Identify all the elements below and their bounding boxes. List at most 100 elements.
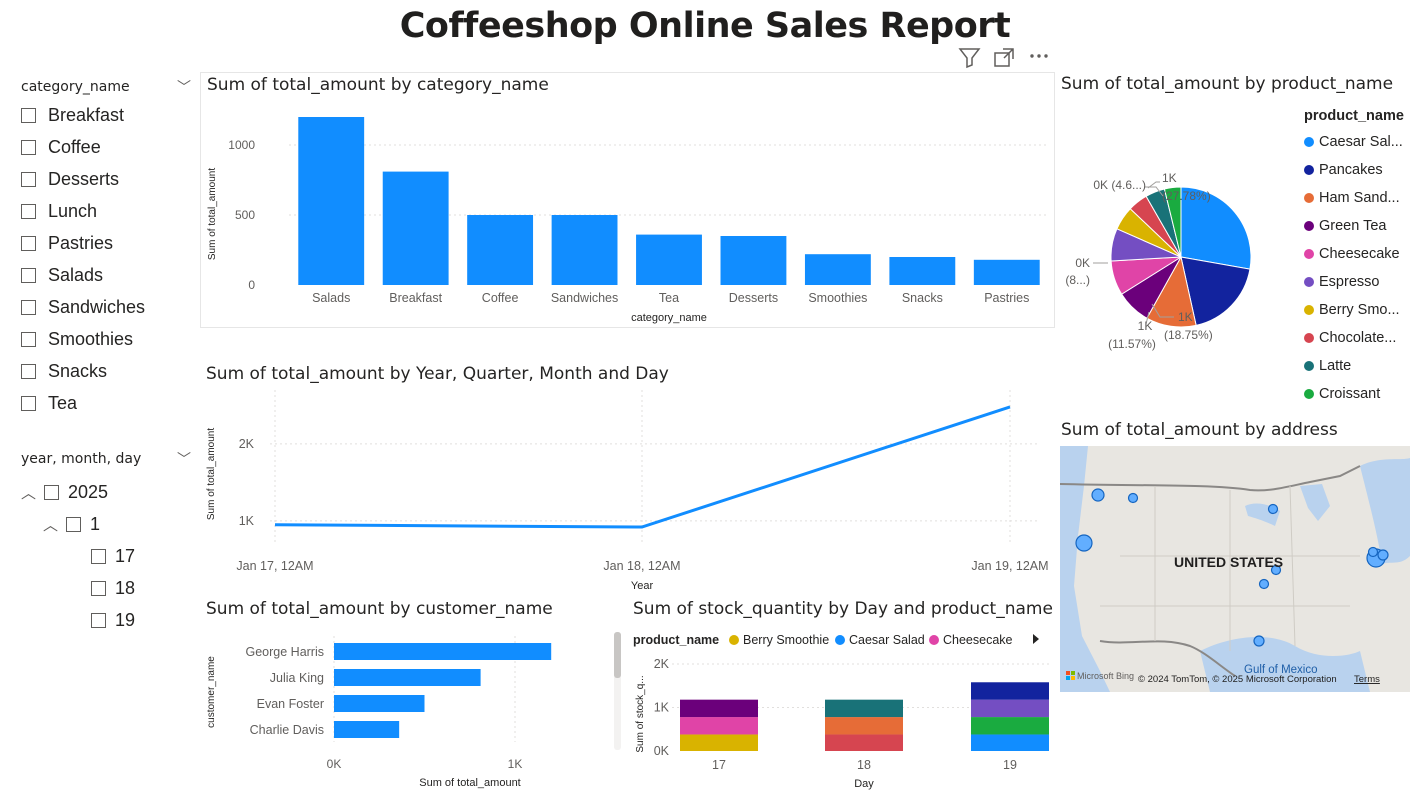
bar-salads[interactable] [298,117,365,285]
slicer-item-pastries[interactable]: Pastries [21,227,191,259]
checkbox[interactable] [21,299,36,315]
slicer-item-day-17[interactable]: 17 [21,540,191,572]
bar-tea[interactable] [636,234,702,285]
legend-item[interactable]: Latte [1304,352,1410,380]
slicer-item-desserts[interactable]: Desserts [21,163,191,195]
bar-smoothies[interactable] [804,254,871,285]
filter-icon[interactable] [958,48,981,69]
pie-legend: Caesar Sal... Pancakes Ham Sand... Green Te… [1304,128,1410,408]
scrollbar-thumb[interactable] [614,632,621,678]
legend-label: Pancakes [1319,162,1383,178]
checkbox[interactable] [21,363,36,379]
category-bar-visual[interactable]: Sum of total_amount by category_name 0 50… [200,72,1055,328]
legend-next-icon[interactable] [1033,634,1039,644]
stack-segment[interactable] [971,717,1049,735]
checkbox[interactable] [91,612,106,628]
stack-segment[interactable] [680,699,758,718]
bar-pastries[interactable] [973,259,1040,285]
slicer-item-salads[interactable]: Salads [21,259,191,291]
slicer-item-day-18[interactable]: 18 [21,572,191,604]
trend-line-visual[interactable]: Sum of total_amount by Year, Quarter, Mo… [200,362,1053,594]
legend-item[interactable]: Ham Sand... [1304,184,1410,212]
bar-coffee[interactable] [467,215,534,285]
slicer-item-tea[interactable]: Tea [21,387,191,419]
map-terms-link[interactable]: Terms [1354,674,1380,685]
map-bubbles[interactable] [1075,488,1389,647]
bar-george-harris[interactable] [334,643,552,660]
stock-stacked-visual[interactable]: Sum of stock_quantity by Day and product… [612,596,1057,792]
chevron-down-icon[interactable]: ﹀ [177,79,191,95]
chevron-down-icon[interactable]: ﹀ [177,451,191,467]
x-axis-title: Day [854,778,874,790]
more-options-icon[interactable] [1030,54,1048,58]
slicer-item-snacks[interactable]: Snacks [21,355,191,387]
slicer-item-breakfast[interactable]: Breakfast [21,99,191,131]
legend-label: Ham Sand... [1319,190,1400,206]
checkbox[interactable] [21,171,36,187]
collapse-icon[interactable]: ︿ [43,516,59,534]
checkbox[interactable] [66,516,82,532]
scrollbar[interactable] [614,632,621,750]
legend-item[interactable]: Caesar Sal... [1304,128,1410,156]
slicer-item-coffee[interactable]: Coffee [21,131,191,163]
checkbox[interactable] [21,139,36,155]
stack-segment[interactable] [825,734,903,751]
legend-item[interactable]: Cheesecake [1304,240,1410,268]
checkbox[interactable] [21,107,36,123]
bar-sandwiches[interactable] [551,215,618,285]
bar-desserts[interactable] [720,236,787,285]
checkbox[interactable] [91,580,106,596]
pie-data-label: (8...) [1065,273,1090,287]
slicer-item-label: Lunch [48,200,98,221]
stack-segment[interactable] [680,717,758,735]
legend-item[interactable]: Croissant [1304,380,1410,408]
bar-breakfast[interactable] [382,171,449,285]
us-map[interactable]: UNITED STATES Gulf of Mexico Microsoft B… [1060,446,1410,692]
pie-chart-title: Sum of total_amount by product_name [1061,74,1394,94]
legend-marker [835,635,845,645]
address-map-visual[interactable]: Sum of total_amount by address UNITED ST… [1060,418,1410,692]
checkbox[interactable] [21,331,36,347]
collapse-icon[interactable]: ︿ [21,484,37,502]
bar-charlie-davis[interactable] [334,721,400,738]
stack-segment[interactable] [971,682,1049,700]
stack-segment[interactable] [825,699,903,718]
checkbox[interactable] [44,484,60,500]
slicer-item-smoothies[interactable]: Smoothies [21,323,191,355]
stack-segment[interactable] [680,734,758,751]
slicer-item-day-19[interactable]: 19 [21,604,191,636]
product-pie-visual[interactable]: Sum of total_amount by product_name 1K (2… [1060,72,1410,412]
checkbox[interactable] [21,395,36,411]
legend-item[interactable]: Chocolate... [1304,324,1410,352]
slicer-item-year[interactable]: ︿ 2025 [21,476,191,508]
bar-julia-king[interactable] [334,669,481,686]
legend-marker [1304,333,1314,343]
customer-bar-visual[interactable]: Sum of total_amount by customer_name 0K 1… [200,596,610,792]
slicer-item-lunch[interactable]: Lunch [21,195,191,227]
checkbox[interactable] [91,548,106,564]
series-line[interactable] [274,405,1011,529]
bar-evan-foster[interactable] [334,695,425,712]
legend-item[interactable]: Espresso [1304,268,1410,296]
slicer-item-month[interactable]: ︿ 1 [21,508,191,540]
legend-item[interactable]: Green Tea [1304,212,1410,240]
legend-item[interactable]: Berry Smo... [1304,296,1410,324]
pie-slice[interactable] [1180,256,1251,326]
slicer-item-label: Coffee [48,136,101,157]
stack-segment[interactable] [825,717,903,735]
checkbox[interactable] [21,235,36,251]
stack-segment[interactable] [971,699,1049,718]
bar-snacks[interactable] [889,257,956,285]
stack-segment[interactable] [971,734,1049,751]
checkbox[interactable] [21,267,36,283]
pie-leader-line [1144,186,1164,197]
date-slicer-header: year, month, day [21,451,142,467]
legend-item[interactable]: Pancakes [1304,156,1410,184]
y-tick-label: George Harris [246,645,325,659]
pie-slice[interactable] [1163,186,1182,258]
x-tick-label: Coffee [482,291,519,305]
slicer-item-sandwiches[interactable]: Sandwiches [21,291,191,323]
focus-mode-icon[interactable] [994,48,1014,67]
checkbox[interactable] [21,203,36,219]
pie-slice[interactable] [1180,186,1252,270]
